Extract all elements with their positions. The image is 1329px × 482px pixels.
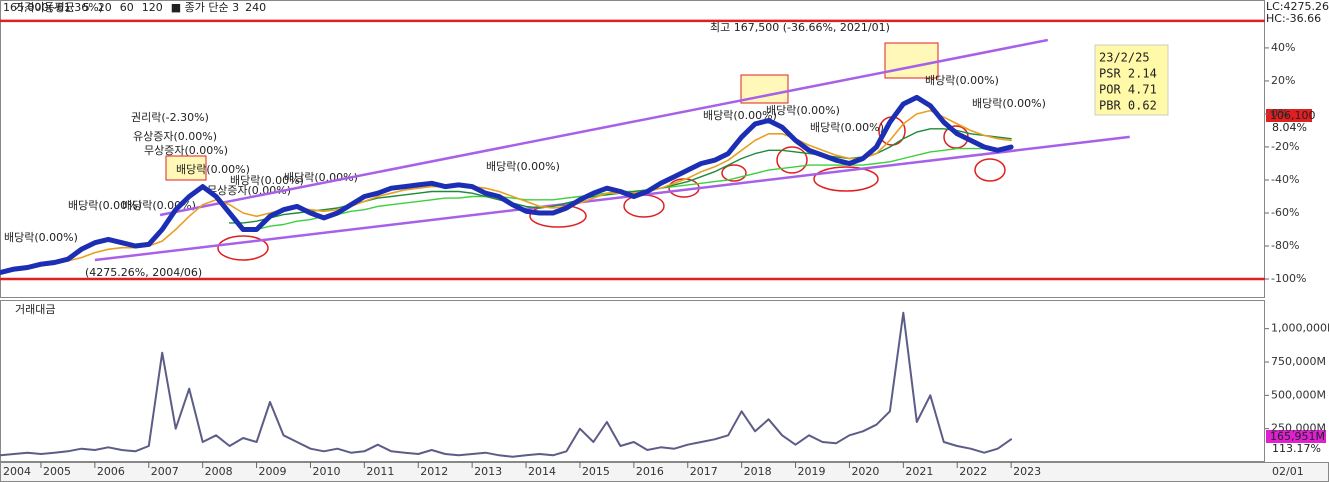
x-tick-label: 2013	[474, 465, 502, 478]
y-tick-label: -60%	[1271, 206, 1299, 219]
ma-line	[0, 109, 1012, 274]
annotation: 배당락(0.00%)	[486, 160, 560, 173]
x-tick-label: 2005	[43, 465, 71, 478]
annotation: 배당락(0.00%)	[972, 97, 1046, 110]
annotation: 권리락(-2.30%)	[131, 111, 209, 124]
amount-box	[1266, 430, 1326, 443]
info-line: PSR 2.14	[1099, 67, 1157, 81]
x-tick-label: 2019	[798, 465, 826, 478]
y-tick-label: -40%	[1271, 173, 1299, 186]
x-tick-label: 2022	[959, 465, 987, 478]
volume-panel	[0, 300, 1265, 462]
annotation: 유상증자(0.00%)	[133, 130, 217, 143]
x-tick-label: 2012	[420, 465, 448, 478]
corner-label: 165,000(-61.36%)	[3, 1, 103, 14]
ma-line	[255, 147, 1012, 231]
legend-item: 5	[83, 1, 90, 14]
annotation: 배당락(0.00%)	[766, 104, 840, 117]
info-box	[1094, 44, 1169, 116]
x-tick-label: 2017	[690, 465, 718, 478]
x-tick-label: 2021	[905, 465, 933, 478]
price-panel	[0, 0, 1265, 298]
x-tick-label: 2020	[851, 465, 879, 478]
x-tick-label: 2006	[97, 465, 125, 478]
y-tick-label: -100%	[1271, 272, 1306, 285]
annotation: 무상증자(0.00%)	[144, 144, 228, 157]
y-tick-label: 1,000,000M	[1271, 322, 1329, 335]
x-tick-label: 2011	[366, 465, 394, 478]
x-tick-label: 2016	[636, 465, 664, 478]
y-tick-label: -20%	[1271, 140, 1299, 153]
ma-line	[0, 94, 1014, 275]
info-line: 23/2/25	[1099, 51, 1150, 65]
annotation: 배당락(0.00%)	[230, 174, 304, 187]
legend-title: 가격이동평균	[14, 1, 75, 14]
y-tick-label: 750,000M	[1271, 355, 1326, 368]
x-tick-label: 2018	[744, 465, 772, 478]
x-end-label: 02/01	[1272, 465, 1304, 478]
x-tick-label: 2008	[205, 465, 233, 478]
change-label: 8.04%	[1272, 121, 1307, 134]
annotation: 배당락(0.00%)	[925, 74, 999, 87]
amount-change-label: 113.17%	[1272, 442, 1321, 455]
y-tick-label: 40%	[1271, 41, 1295, 54]
x-tick-label: 2014	[528, 465, 556, 478]
annotation: 배당락(0.00%)	[810, 121, 884, 134]
y-tick-label: 500,000M	[1271, 388, 1326, 401]
legend-item: 20	[98, 1, 112, 14]
y-tick-label: -80%	[1271, 239, 1299, 252]
legend-suffix: ■ 종가 단순 3	[171, 1, 239, 14]
x-tick-label: 2015	[582, 465, 610, 478]
info-line: POR 4.71	[1099, 83, 1157, 97]
volume-title: 거래대금	[15, 303, 55, 316]
y-tick-label: 20%	[1271, 74, 1295, 87]
x-tick-label: 2007	[151, 465, 179, 478]
x-tick-label: 2004	[3, 465, 31, 478]
annotation: (4275.26%, 2004/06)	[85, 266, 202, 279]
trend-line	[94, 135, 1130, 262]
annotation: 최고 167,500 (-36.66%, 2021/01)	[710, 21, 890, 34]
x-tick-label: 2009	[259, 465, 287, 478]
hc-label: HC:-36.66	[1266, 12, 1321, 25]
x-axis-strip	[0, 462, 1329, 482]
annotation: 배당락(0.00%)	[68, 199, 142, 212]
highlight-boxes	[165, 42, 939, 181]
volume-line	[0, 311, 1013, 458]
price-box	[1266, 109, 1312, 122]
annotation: 배당락(0.00%)	[4, 231, 78, 244]
x-tick-label: 2023	[1013, 465, 1041, 478]
price-label: 106,100	[1270, 109, 1316, 122]
y-tick-label: 0%	[1271, 107, 1288, 120]
lc-label: LC:4275.26	[1266, 0, 1329, 13]
legend-item: 60	[120, 1, 134, 14]
y-tick-label: 250,000M	[1271, 422, 1326, 435]
legend-item: 120	[142, 1, 163, 14]
legend-suffix-value: 240	[245, 1, 266, 14]
info-line: PBR 0.62	[1099, 99, 1157, 113]
x-tick-label: 2010	[312, 465, 340, 478]
annotation: 배당락(0.00%)	[703, 109, 777, 122]
amount-label: 165,951M	[1270, 430, 1325, 443]
annotation: 배당락(0.00%)	[176, 163, 250, 176]
trend-line	[159, 38, 1049, 217]
